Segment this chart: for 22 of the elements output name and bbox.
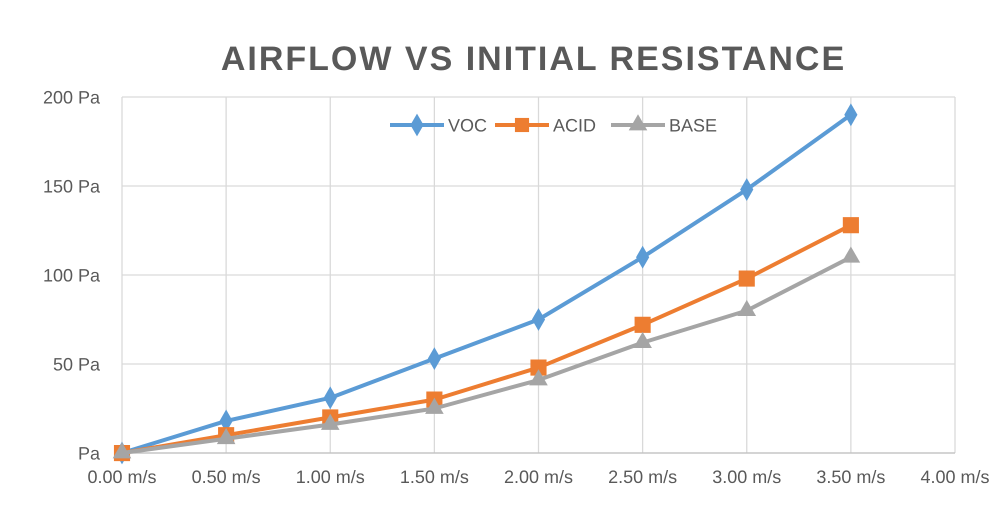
point bbox=[842, 217, 859, 234]
x-tick-label: 2.00 m/s bbox=[504, 467, 574, 487]
x-tick-label: 0.50 m/s bbox=[192, 467, 261, 487]
y-tick-label: 100 Pa bbox=[42, 265, 101, 286]
x-tick-label: 3.50 m/s bbox=[816, 467, 886, 487]
y-tick-label: 200 Pa bbox=[42, 87, 101, 108]
chart-title: AIRFLOW VS INITIAL RESISTANCE bbox=[220, 40, 846, 78]
legend-label: BASE bbox=[669, 115, 718, 136]
x-tick-label: 1.50 m/s bbox=[400, 467, 469, 487]
legend-label: VOC bbox=[448, 115, 488, 136]
x-tick-label: 4.00 m/s bbox=[920, 467, 990, 487]
point bbox=[738, 270, 755, 287]
legend-label: ACID bbox=[553, 115, 596, 136]
point bbox=[634, 316, 651, 333]
y-tick-label: 150 Pa bbox=[42, 176, 101, 196]
x-tick-label: 1.00 m/s bbox=[296, 467, 365, 487]
y-tick-label: Pa bbox=[78, 443, 101, 464]
x-tick-label: 0.00 m/s bbox=[87, 467, 157, 487]
point bbox=[530, 360, 547, 376]
x-tick-label: 3.00 m/s bbox=[712, 467, 782, 487]
y-tick-label: 50 Pa bbox=[52, 354, 101, 374]
x-tick-label: 2.50 m/s bbox=[608, 467, 678, 487]
